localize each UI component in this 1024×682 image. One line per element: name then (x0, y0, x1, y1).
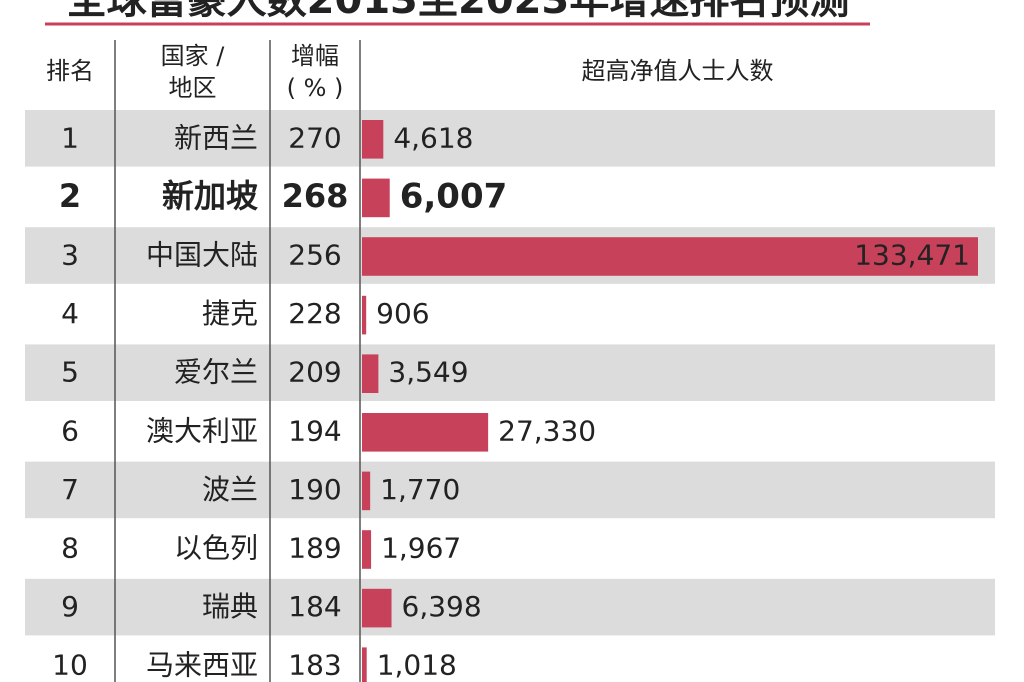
growth: 228 (288, 297, 341, 330)
rank: 7 (61, 473, 79, 506)
bar (362, 647, 367, 682)
bar (362, 413, 489, 452)
header-label: 排名 (46, 57, 94, 85)
country: 新加坡 (162, 177, 258, 215)
row-stripe (25, 578, 995, 636)
row-stripe (25, 344, 995, 401)
header-label: 地区 (169, 74, 217, 102)
country: 波兰 (202, 473, 258, 506)
country: 爱尔兰 (174, 356, 258, 389)
bar-value-label: 4,618 (393, 121, 473, 154)
country: 捷克 (202, 297, 258, 330)
country: 澳大利亚 (146, 414, 258, 447)
bar (362, 237, 978, 276)
bar-value-label: 133,471 (854, 239, 970, 272)
bar (362, 471, 371, 511)
bar-value-label: 6,007 (400, 176, 508, 216)
bar (362, 120, 384, 159)
bar-value-label: 906 (376, 297, 429, 330)
bar (362, 295, 367, 335)
growth: 183 (288, 649, 341, 682)
growth: 270 (288, 121, 341, 154)
rank: 10 (52, 649, 88, 682)
growth: 209 (288, 356, 341, 389)
rank: 3 (61, 239, 79, 272)
bar-value-label: 1,018 (377, 649, 457, 682)
header-label: 增幅 (291, 42, 339, 70)
bar (362, 354, 379, 393)
title: 全球富豪人数2013至2023年增速排名预测 (66, 0, 850, 23)
growth: 194 (288, 414, 341, 447)
bar (362, 588, 392, 628)
header-label: 国家 / (161, 42, 226, 70)
bar-value-label: 3,549 (388, 356, 468, 389)
bar-value-label: 6,398 (402, 590, 482, 623)
growth: 184 (288, 590, 341, 623)
rank: 2 (59, 177, 81, 215)
row-stripe (25, 461, 995, 519)
growth: 268 (282, 177, 349, 215)
header-label: ( % ) (287, 74, 344, 102)
bar-value-label: 1,967 (381, 532, 461, 565)
rank: 5 (61, 356, 79, 389)
bar-value-label: 27,330 (498, 414, 596, 447)
rank: 8 (61, 532, 79, 565)
rank: 6 (61, 414, 79, 447)
growth: 256 (288, 239, 341, 272)
row-stripe (25, 110, 995, 167)
country: 瑞典 (202, 590, 258, 623)
rank: 1 (61, 121, 79, 154)
growth: 189 (288, 532, 341, 565)
country: 新西兰 (174, 121, 258, 154)
country: 以色列 (174, 532, 258, 565)
rank: 4 (61, 297, 79, 330)
bar (362, 178, 390, 218)
rank: 9 (61, 590, 79, 623)
bar (362, 530, 372, 569)
country: 中国大陆 (146, 239, 258, 272)
country: 马来西亚 (146, 649, 258, 682)
bar-value-label: 1,770 (380, 473, 460, 506)
growth: 190 (288, 473, 341, 506)
header-label: 超高净值人士人数 (582, 57, 774, 85)
